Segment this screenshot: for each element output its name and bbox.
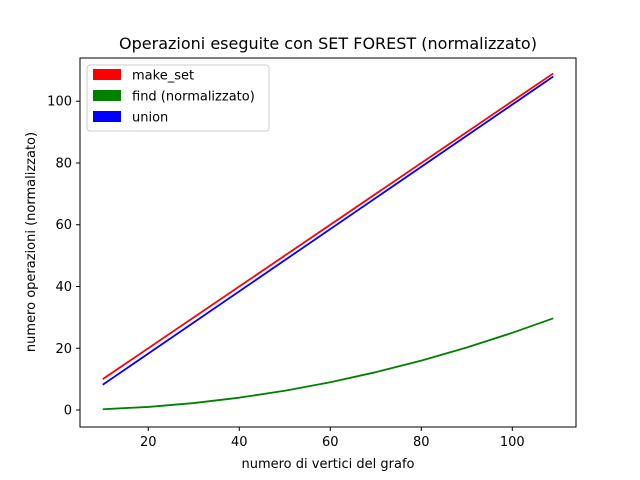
y-axis-ticks: 0 20 40 60 80 100 <box>47 95 80 419</box>
y-tick-label: 100 <box>47 95 72 110</box>
legend-label-2: union <box>132 111 168 126</box>
y-tick-label: 80 <box>55 156 72 171</box>
legend-box <box>86 64 270 132</box>
series-layer <box>102 72 554 411</box>
legend-swatch-0 <box>93 69 121 80</box>
series-line-1 <box>102 317 554 411</box>
legend-label-1: find (normalizzato) <box>132 90 255 105</box>
chart-title: Operazioni eseguite con SET FOREST (norm… <box>119 34 537 53</box>
x-tick-label: 20 <box>140 435 157 450</box>
x-axis-ticks: 20 40 60 80 100 <box>140 427 525 450</box>
y-tick-label: 20 <box>55 342 72 357</box>
plot-frame <box>79 57 577 428</box>
legend-label-0: make_set <box>132 69 194 84</box>
y-tick-label: 0 <box>64 404 72 419</box>
legend-swatch-2 <box>93 111 121 122</box>
x-tick-label: 100 <box>500 435 525 450</box>
series-line-0 <box>102 72 554 380</box>
y-axis-label: numero operazioni (normalizzato) <box>24 132 39 352</box>
x-axis-label: numero di vertici del grafo <box>241 457 414 472</box>
x-tick-label: 80 <box>413 435 430 450</box>
x-tick-label: 40 <box>231 435 248 450</box>
legend-swatch-1 <box>93 90 121 101</box>
y-tick-label: 60 <box>55 218 72 233</box>
series-line-2 <box>102 75 554 386</box>
y-tick-label: 40 <box>55 280 72 295</box>
x-tick-label: 60 <box>322 435 339 450</box>
